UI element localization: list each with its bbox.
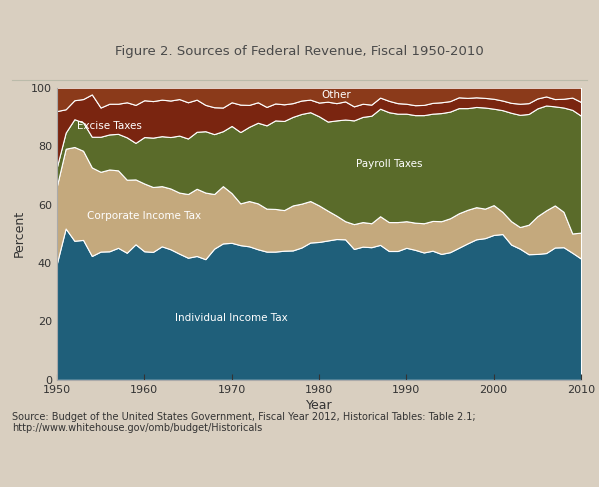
Text: Payroll Taxes: Payroll Taxes (356, 159, 422, 169)
Y-axis label: Percent: Percent (13, 210, 26, 257)
Text: Corporate Income Tax: Corporate Income Tax (87, 211, 201, 221)
Text: Individual Income Tax: Individual Income Tax (176, 314, 288, 323)
Text: Other: Other (322, 90, 351, 100)
Text: Excise Taxes: Excise Taxes (77, 121, 142, 131)
Text: Source: Budget of the United States Government, Fiscal Year 2012, Historical Tab: Source: Budget of the United States Gove… (12, 412, 476, 433)
X-axis label: Year: Year (305, 399, 332, 412)
Text: Figure 2. Sources of Federal Revenue, Fiscal 1950-2010: Figure 2. Sources of Federal Revenue, Fi… (115, 45, 484, 57)
